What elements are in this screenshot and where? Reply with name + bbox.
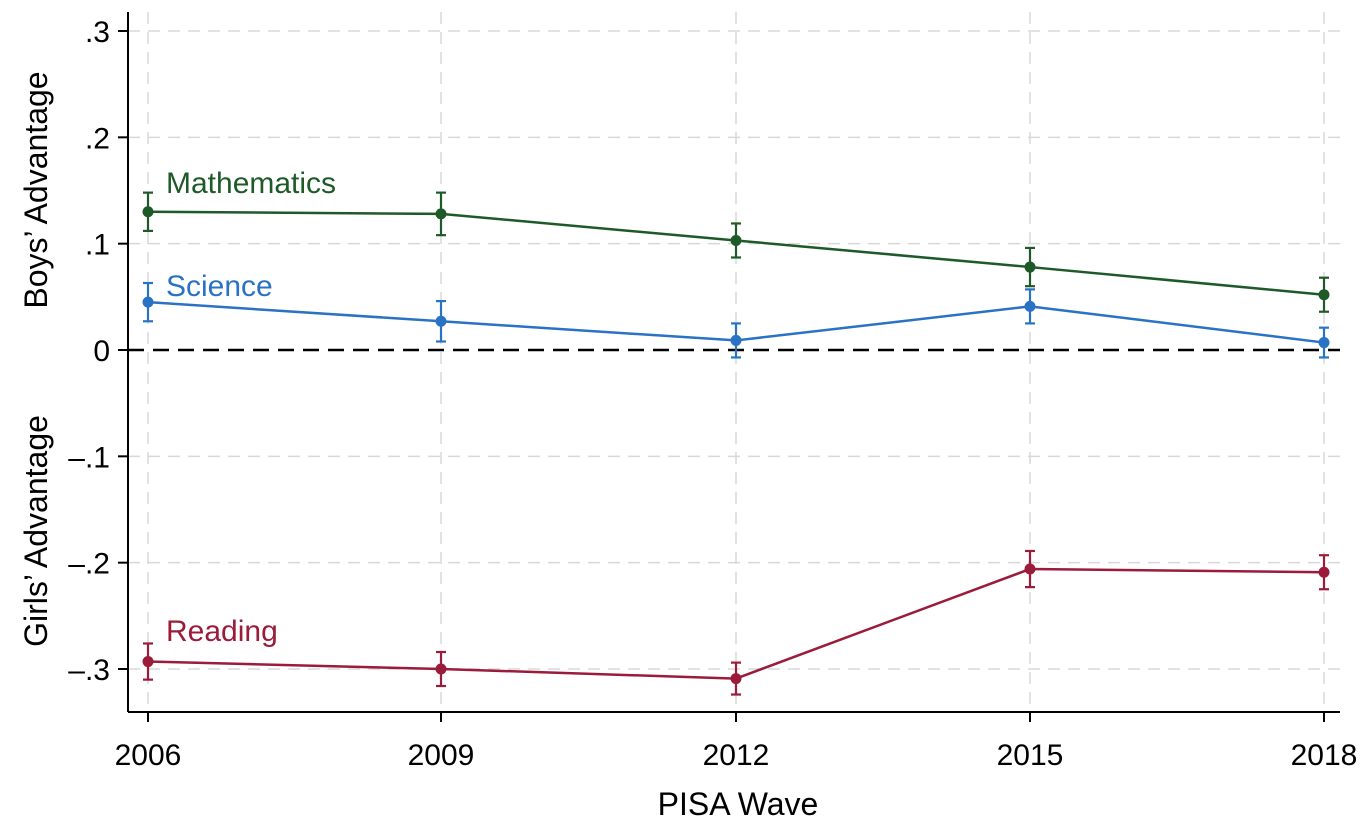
y-axis-title-lower: Girls’ Advantage: [18, 415, 54, 647]
series-label: Mathematics: [166, 167, 336, 200]
data-point: [730, 673, 742, 685]
y-tick-label: .1: [85, 229, 110, 262]
data-point: [1318, 337, 1330, 349]
data-point: [1024, 563, 1036, 575]
x-tick-label: 2018: [1291, 739, 1358, 772]
x-tick-label: 2006: [115, 739, 182, 772]
series-reading: Reading: [142, 549, 1330, 696]
data-point: [1024, 261, 1036, 273]
grid: [128, 12, 1340, 712]
data-point: [435, 315, 447, 327]
series-label: Science: [166, 270, 273, 303]
y-tick-label: .2: [85, 122, 110, 155]
y-tick-label: 0: [93, 335, 110, 368]
tick-labels: .3 .2 .1 0 –.1 –.2 –.3 2006 2009 2012 2015 2018: [68, 16, 1357, 772]
series: Mathematics Science Reading: [142, 167, 1330, 696]
y-tick-label: –.3: [68, 654, 110, 687]
x-tick-label: 2012: [703, 739, 770, 772]
series-mathematics: Mathematics: [142, 167, 1330, 313]
data-point: [435, 663, 447, 675]
data-point: [142, 656, 154, 668]
data-point: [1318, 289, 1330, 301]
data-point: [142, 206, 154, 218]
data-point: [1024, 300, 1036, 312]
y-tick-label: –.1: [68, 441, 110, 474]
series-label: Reading: [166, 615, 278, 648]
y-tick-label: .3: [85, 16, 110, 49]
data-point: [730, 334, 742, 346]
data-point: [435, 208, 447, 220]
x-tick-label: 2009: [408, 739, 475, 772]
x-tick-label: 2015: [997, 739, 1064, 772]
data-point: [142, 296, 154, 308]
series-science: Science: [142, 270, 1330, 359]
x-axis-title: PISA Wave: [658, 786, 819, 822]
data-point: [730, 234, 742, 246]
y-tick-label: –.2: [68, 548, 110, 581]
data-point: [1318, 566, 1330, 578]
axes: [127, 12, 1340, 713]
y-axis-title-upper: Boys’ Advantage: [18, 71, 54, 308]
